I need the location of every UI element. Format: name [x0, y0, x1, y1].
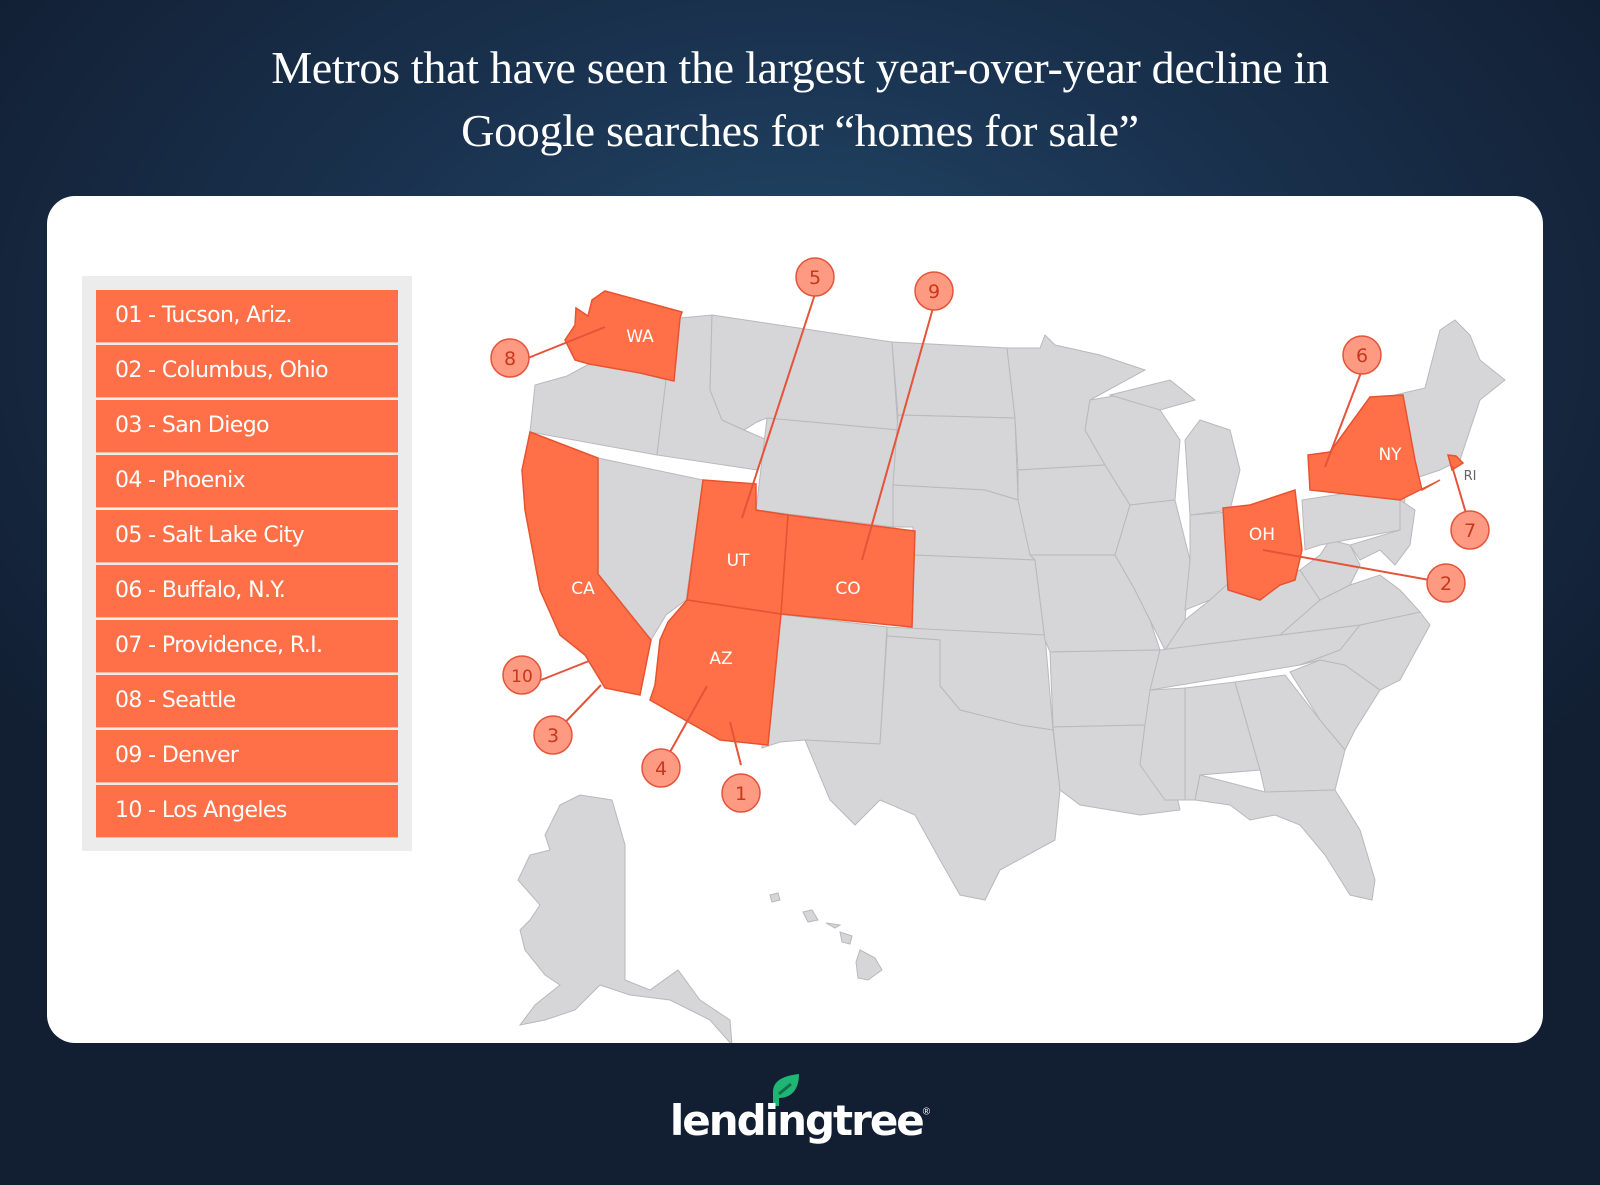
state-nj-md-de — [1349, 499, 1416, 566]
label-ny: NY — [1378, 445, 1402, 465]
svg-text:8: 8 — [504, 348, 516, 370]
marker-5: 5 — [795, 257, 835, 297]
legend-list: 01 - Tucson, Ariz. 02 - Columbus, Ohio 0… — [96, 290, 398, 840]
legend-item-1: 01 - Tucson, Ariz. — [96, 290, 398, 343]
marker-7: 7 — [1450, 510, 1490, 550]
marker-10: 10 — [502, 655, 542, 695]
state-nc — [1299, 611, 1431, 691]
marker-6: 6 — [1342, 335, 1382, 375]
us-map: WA CA UT CO AZ OH NY RI 1 2 3 4 5 — [490, 257, 1506, 1043]
svg-text:2: 2 — [1440, 573, 1452, 595]
state-mn — [1006, 334, 1147, 471]
svg-text:9: 9 — [928, 281, 940, 303]
state-az — [649, 599, 782, 746]
marker-1: 1 — [721, 773, 761, 813]
marker-8: 8 — [490, 338, 530, 378]
title-line-1: Metros that have seen the largest year-o… — [271, 42, 1329, 93]
state-fl — [1194, 774, 1376, 901]
logo-text: lendingtree — [669, 1096, 925, 1145]
legend-item-2: 02 - Columbus, Ohio — [96, 345, 398, 398]
page-title: Metros that have seen the largest year-o… — [0, 36, 1600, 162]
leaf-icon — [773, 1074, 799, 1106]
label-ri: RI — [1464, 469, 1477, 484]
state-ca — [521, 430, 652, 696]
marker-2: 2 — [1426, 563, 1466, 603]
state-nm — [761, 612, 888, 749]
marker-9: 9 — [914, 271, 954, 311]
label-wa: WA — [626, 327, 654, 347]
legend-item-4: 04 - Phoenix — [96, 455, 398, 508]
state-wv — [1299, 539, 1361, 601]
gray-states — [517, 314, 1506, 1043]
svg-text:1: 1 — [735, 783, 747, 805]
state-labels: WA CA UT CO AZ OH NY RI — [571, 327, 1476, 669]
state-ar — [1049, 649, 1161, 728]
legend-item-9: 09 - Denver — [96, 730, 398, 783]
state-ks — [907, 554, 1046, 641]
legend-item-6: 06 - Buffalo, N.Y. — [96, 565, 398, 618]
legend-item-7: 07 - Providence, R.I. — [96, 620, 398, 673]
map-card: 01 - Tucson, Ariz. 02 - Columbus, Ohio 0… — [47, 196, 1543, 1043]
lendingtree-logo: lendingtree® — [0, 1074, 1600, 1145]
state-hi — [769, 892, 883, 981]
marker-4: 4 — [641, 748, 681, 788]
state-tx — [804, 635, 1061, 901]
marker-3: 3 — [533, 715, 573, 755]
legend-item-10: 10 - Los Angeles — [96, 785, 398, 838]
label-ca: CA — [571, 579, 595, 599]
state-ny — [1307, 394, 1441, 501]
state-wa — [564, 290, 683, 382]
svg-text:4: 4 — [655, 758, 667, 780]
state-nd — [891, 341, 1016, 419]
registered-mark: ® — [922, 1106, 931, 1118]
svg-text:7: 7 — [1464, 520, 1476, 542]
label-oh: OH — [1249, 525, 1275, 545]
legend-item-8: 08 - Seattle — [96, 675, 398, 728]
label-ut: UT — [727, 551, 750, 571]
state-ga — [1234, 674, 1346, 793]
ranking-legend: 01 - Tucson, Ariz. 02 - Columbus, Ohio 0… — [82, 276, 412, 851]
label-az: AZ — [709, 649, 732, 669]
legend-item-5: 05 - Salt Lake City — [96, 510, 398, 563]
highlighted-states — [521, 290, 1465, 746]
state-ak — [517, 794, 733, 1043]
svg-text:10: 10 — [511, 667, 533, 687]
state-co — [780, 514, 916, 628]
legend-item-3: 03 - San Diego — [96, 400, 398, 453]
svg-text:3: 3 — [547, 725, 559, 747]
state-mt — [709, 314, 899, 431]
rank-markers: 1 2 3 4 5 6 7 8 9 10 — [490, 257, 1490, 813]
svg-text:5: 5 — [809, 267, 821, 289]
label-co: CO — [835, 579, 860, 599]
title-line-2: Google searches for “homes for sale” — [461, 105, 1139, 156]
state-oh — [1222, 488, 1303, 601]
svg-text:6: 6 — [1356, 345, 1368, 367]
